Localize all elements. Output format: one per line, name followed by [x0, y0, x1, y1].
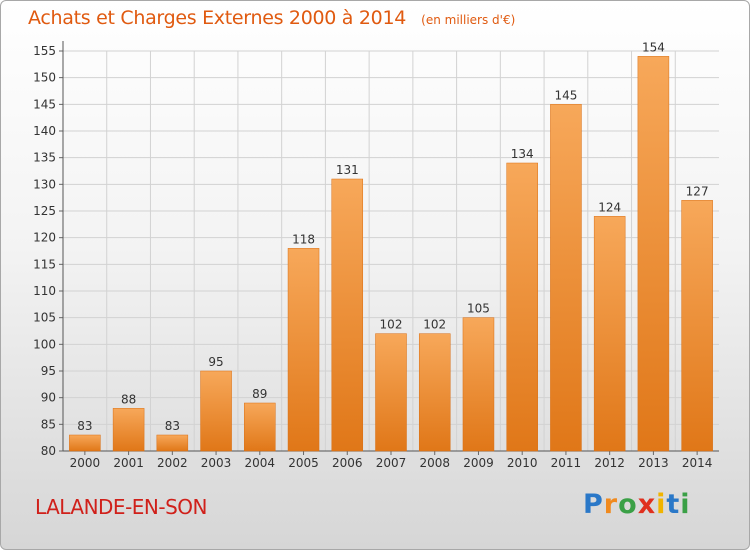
data-label: 154 [642, 40, 665, 54]
data-label: 127 [686, 184, 709, 198]
data-label: 95 [208, 355, 223, 369]
bar [506, 162, 538, 452]
y-tick-label: 110 [33, 284, 56, 298]
x-tick-label: 2006 [332, 456, 363, 470]
x-tick-label: 2005 [288, 456, 319, 470]
place-name: LALANDE-EN-SON [35, 495, 208, 519]
y-tick-label: 150 [33, 71, 56, 85]
brand-letter: P [583, 489, 604, 520]
bar [200, 370, 232, 452]
data-label: 83 [77, 419, 92, 433]
y-tick-label: 125 [33, 204, 56, 218]
data-label: 131 [336, 163, 359, 177]
x-tick-label: 2003 [201, 456, 232, 470]
bar [375, 333, 407, 452]
y-tick-label: 100 [33, 337, 56, 351]
data-labels: 83 88 83 95 89 118 131 102 102 105 134 145 124 154 127 [77, 40, 708, 433]
chart-subtitle: (en milliers d'€) [421, 13, 516, 27]
x-tick-label: 2013 [638, 456, 669, 470]
data-label: 88 [121, 392, 136, 406]
x-tick-label: 2000 [70, 456, 101, 470]
brand-letter: t [666, 489, 681, 520]
bar [69, 434, 101, 452]
bar [244, 402, 276, 452]
x-tick-labels: 2000 2001 2002 2003 2004 2005 2006 2007 2008 2009… [70, 456, 713, 470]
y-tick-label: 145 [33, 97, 56, 111]
bars [69, 56, 713, 452]
x-tick-label: 2007 [376, 456, 407, 470]
data-label: 118 [292, 232, 315, 246]
x-tick-label: 2001 [113, 456, 144, 470]
bar [112, 408, 145, 452]
bar [550, 104, 582, 452]
y-tick-label: 155 [33, 44, 56, 58]
y-tick-label: 140 [33, 124, 56, 138]
brand-letter: i [680, 489, 691, 520]
brand-logo: Proxiti [583, 489, 691, 520]
data-label: 89 [252, 387, 267, 401]
x-tick-label: 2011 [551, 456, 582, 470]
bar [637, 56, 670, 452]
brand-letter: i [656, 489, 667, 520]
chart-title: Achats et Charges Externes 2000 à 2014 [28, 7, 407, 29]
data-label: 105 [467, 302, 490, 316]
y-tick-label: 85 [41, 417, 56, 431]
bar [156, 434, 189, 452]
x-tick-label: 2012 [594, 456, 625, 470]
brand-letter: o [618, 489, 638, 520]
y-tick-label: 135 [33, 151, 56, 165]
bar [287, 248, 320, 452]
y-tick-label: 130 [33, 177, 56, 191]
x-tick-label: 2010 [507, 456, 538, 470]
data-label: 83 [165, 419, 180, 433]
bar [418, 333, 451, 452]
bar [331, 178, 364, 452]
y-tick-label: 80 [41, 444, 56, 458]
bar [462, 317, 495, 452]
title-row: Achats et Charges Externes 2000 à 2014 (… [28, 7, 515, 29]
data-label: 102 [423, 318, 446, 332]
x-tick-label: 2008 [419, 456, 450, 470]
data-label: 145 [554, 88, 577, 102]
y-tick-label: 115 [33, 257, 56, 271]
y-tick-labels: 80 85 90 95 100 105 110 115 120 125 130 135 140 145 15… [33, 44, 56, 458]
data-label: 124 [598, 200, 621, 214]
y-tick-label: 95 [41, 364, 56, 378]
data-label: 134 [511, 147, 534, 161]
y-tick-label: 120 [33, 231, 56, 245]
brand-letter: x [637, 489, 657, 520]
bar [681, 200, 713, 452]
x-tick-label: 2014 [682, 456, 713, 470]
x-tick-label: 2002 [157, 456, 188, 470]
y-tick-label: 105 [33, 311, 56, 325]
bar [593, 216, 626, 452]
data-label: 102 [380, 318, 403, 332]
y-tick-label: 90 [41, 391, 56, 405]
x-tick-label: 2004 [245, 456, 276, 470]
brand-letter: r [603, 489, 619, 520]
x-tick-label: 2009 [463, 456, 494, 470]
